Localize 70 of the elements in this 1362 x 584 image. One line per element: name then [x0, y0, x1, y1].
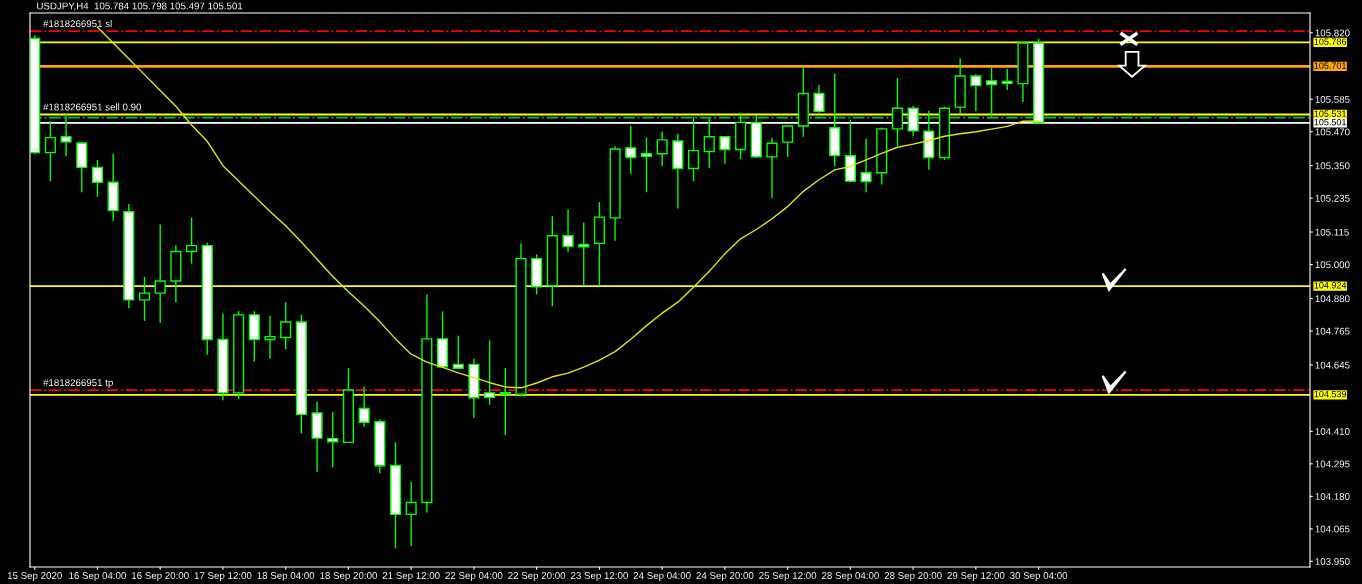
x-tick-label: 28 Sep 04:00	[821, 572, 879, 581]
candlestick	[719, 135, 731, 165]
y-tick-label: 105.350	[1315, 162, 1350, 170]
candlestick	[891, 77, 904, 147]
y-tick-label: 104.410	[1315, 428, 1350, 435]
y-tick-label: 105.585	[1315, 95, 1350, 103]
ref-line-label: 105.701	[1314, 62, 1347, 69]
x-tick-label: 21 Sep 12:00	[382, 572, 440, 581]
y-tick-label: 104.065	[1315, 525, 1350, 533]
candlestick	[782, 124, 794, 158]
candlestick	[562, 208, 574, 253]
x-tick-label: 16 Sep 20:00	[132, 572, 189, 581]
candlestick	[280, 301, 292, 351]
candlestick	[640, 136, 653, 193]
candlestick	[1001, 68, 1013, 91]
x-tick-label: 17 Sep 12:00	[194, 572, 252, 581]
annotation: #1818266951 tp	[43, 379, 113, 388]
x-tick-label: 29 Sep 12:00	[947, 572, 1005, 581]
ref-line-label: 105.501	[1314, 118, 1347, 126]
ref-line-label: 105.786	[1314, 38, 1347, 45]
x-tick-label: 16 Sep 04:00	[69, 572, 126, 581]
x-tick-label: 28 Sep 20:00	[884, 572, 942, 581]
candlestick	[138, 276, 151, 322]
x-tick-label: 24 Sep 04:00	[633, 572, 691, 581]
y-tick-label: 103.950	[1315, 558, 1350, 565]
candlestick	[358, 385, 370, 428]
candlestick	[452, 335, 464, 369]
y-tick-label: 105.470	[1315, 128, 1350, 136]
y-tick-label: 104.880	[1315, 295, 1350, 303]
y-tick-label: 104.645	[1315, 361, 1350, 369]
candlestick	[44, 120, 56, 182]
x-tick-label: 15 Sep 2020	[7, 572, 62, 581]
annotation: #1818266951 sl	[43, 19, 112, 28]
candlestick	[703, 116, 715, 169]
x-tick-label: 22 Sep 04:00	[445, 572, 503, 581]
x-tick-label: 24 Sep 20:00	[696, 572, 754, 581]
candlestick	[766, 136, 778, 199]
candlestick	[186, 216, 198, 265]
x-tick-label: 18 Sep 04:00	[257, 572, 315, 581]
candlestick	[327, 411, 339, 468]
candlestick	[970, 73, 982, 113]
y-tick-label: 104.295	[1315, 460, 1350, 468]
chart-title: USDJPY,H4 105.784 105.798 105.497 105.501	[37, 2, 243, 11]
candlestick	[656, 130, 668, 167]
x-tick-label: 23 Sep 12:00	[570, 572, 628, 581]
ref-line-label: 104.924	[1314, 282, 1347, 289]
candlestick	[687, 116, 700, 182]
annotation: #1818266951 sell 0.90	[43, 103, 142, 111]
candlestick	[154, 223, 166, 324]
y-tick-label: 105.235	[1315, 194, 1350, 202]
candlestick	[625, 125, 637, 175]
x-tick-label: 22 Sep 20:00	[508, 572, 566, 581]
candlestick	[405, 481, 417, 548]
candlestick	[91, 159, 104, 198]
y-tick-label: 104.765	[1315, 327, 1350, 335]
ref-line-label: 105.531	[1314, 110, 1347, 117]
candlestick	[264, 315, 276, 360]
candlestick	[986, 67, 998, 118]
y-tick-label: 105.115	[1315, 228, 1349, 236]
candlestick	[813, 84, 825, 114]
x-tick-label: 18 Sep 20:00	[320, 572, 377, 581]
candlestick	[484, 339, 496, 406]
ref-line-label: 104.539	[1314, 390, 1347, 398]
y-tick-label: 104.180	[1315, 493, 1350, 500]
candlestick	[860, 137, 872, 193]
x-tick-label: 25 Sep 12:00	[759, 572, 817, 581]
x-tick-label: 30 Sep 04:00	[1010, 572, 1068, 581]
y-tick-label: 105.000	[1315, 261, 1350, 269]
candlestick	[499, 367, 511, 436]
y-tick-label: 105.820	[1315, 29, 1350, 37]
